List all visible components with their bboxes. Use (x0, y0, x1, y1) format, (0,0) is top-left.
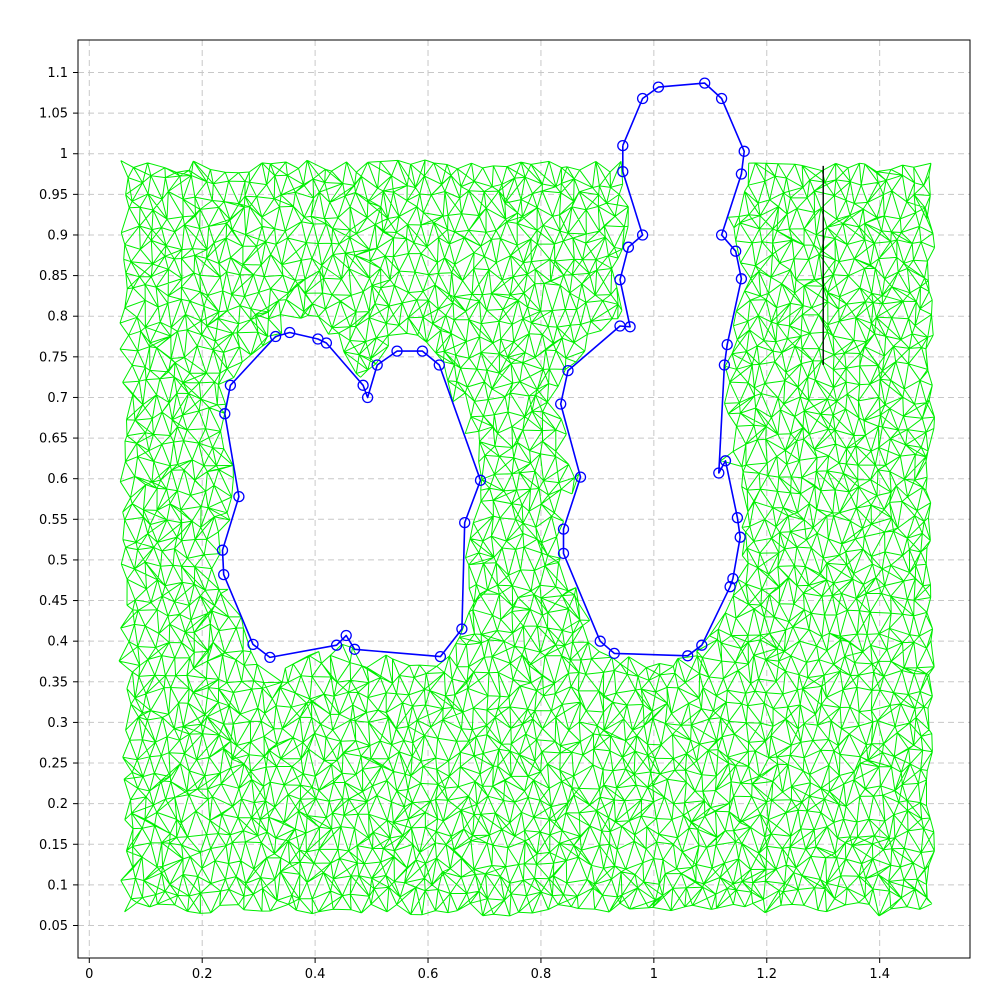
boundary-point (348, 643, 361, 655)
y-tick-label: 0.75 (39, 350, 68, 365)
boundary-point (614, 274, 626, 286)
y-tick-label: 0.8 (47, 310, 68, 325)
boundary-point (715, 92, 728, 105)
boundary-point (340, 629, 352, 642)
y-tick-label: 0.85 (39, 269, 68, 284)
y-tick-label: 0.9 (47, 228, 68, 243)
y-tick-label: 1.05 (39, 107, 68, 122)
y-tick-label: 1 (60, 147, 68, 162)
triangle-mesh (118, 159, 936, 917)
boundary-point (727, 572, 739, 585)
mesh-edges (118, 159, 936, 917)
boundary-point (219, 408, 231, 420)
boundary-point (699, 77, 711, 89)
boundary-point (269, 330, 282, 343)
boundary-point (624, 321, 636, 333)
y-tick-label: 0.25 (39, 757, 68, 772)
x-tick-label: 0.4 (305, 967, 326, 982)
boundary-point (433, 359, 445, 371)
boundary-point (622, 241, 635, 253)
boundary-point (233, 490, 245, 503)
boundary-point (574, 471, 587, 483)
boundary-point (562, 364, 574, 377)
boundary-point (555, 398, 567, 410)
x-axis-ticks: 0 0.2 0.4 0.6 0.8 1 1.2 1.4 (85, 958, 890, 982)
boundary-point (320, 337, 333, 349)
y-tick-label: 0.55 (39, 513, 68, 528)
y-tick-label: 1.1 (47, 66, 68, 81)
boundary-point (264, 651, 276, 664)
y-axis-ticks: 0.05 0.1 0.15 0.2 0.25 0.3 0.35 0.4 0.45 0.5 0.55 0… (39, 66, 78, 934)
x-tick-label: 0 (85, 967, 93, 982)
y-tick-label: 0.65 (39, 432, 68, 447)
boundary-point (216, 544, 229, 556)
boundary-point (608, 647, 620, 660)
boundary-series (216, 326, 487, 664)
boundary-point (459, 516, 471, 529)
y-tick-label: 0.6 (47, 472, 68, 487)
boundary-point (652, 81, 665, 93)
boundary-point (731, 512, 744, 524)
boundary-point (434, 650, 447, 663)
boundary-point (617, 165, 629, 178)
y-tick-label: 0.1 (47, 878, 68, 893)
boundary-point (474, 474, 487, 486)
x-tick-label: 1 (650, 967, 658, 982)
boundary-point (713, 467, 725, 479)
x-tick-label: 0.6 (418, 967, 439, 982)
boundary-point (724, 581, 736, 593)
boundary-point (371, 359, 383, 371)
hole-boundaries (216, 77, 750, 664)
boundary-point (636, 92, 649, 105)
boundary-point (696, 639, 708, 651)
boundary-point (730, 245, 742, 257)
x-tick-label: 0.8 (531, 967, 552, 982)
y-tick-label: 0.15 (39, 838, 68, 853)
y-tick-label: 0.35 (39, 675, 68, 690)
boundary-point (594, 635, 606, 647)
boundary-point (224, 379, 237, 391)
y-tick-label: 0.45 (39, 594, 68, 609)
y-tick-label: 0.4 (47, 635, 68, 650)
y-tick-label: 0.05 (39, 919, 68, 934)
boundary-point (361, 391, 374, 404)
boundary-point (735, 273, 748, 285)
y-tick-label: 0.2 (47, 797, 68, 812)
boundary-point (557, 523, 570, 535)
boundary-point (715, 229, 728, 241)
x-tick-label: 0.2 (192, 967, 213, 982)
x-tick-label: 1.4 (869, 967, 890, 982)
boundary-point (557, 547, 570, 560)
boundary-series (555, 77, 750, 662)
boundary-point (721, 338, 733, 351)
boundary-point (719, 455, 732, 467)
boundary-point (734, 531, 746, 543)
boundary-point (391, 345, 403, 357)
boundary-point (284, 326, 296, 339)
boundary-point (357, 379, 369, 391)
boundary-point (735, 168, 748, 180)
y-tick-label: 0.95 (39, 188, 68, 203)
boundary-point (636, 229, 649, 241)
boundary-line (221, 331, 482, 659)
boundary-point (330, 639, 343, 651)
y-tick-label: 0.3 (47, 716, 68, 731)
boundary-point (218, 568, 230, 581)
boundary-point (247, 638, 259, 651)
y-tick-label: 0.7 (47, 391, 68, 406)
boundary-point (617, 139, 629, 152)
axes-frame (77, 39, 971, 959)
y-tick-label: 0.5 (47, 553, 68, 568)
boundary-point (738, 145, 750, 157)
x-tick-label: 1.2 (756, 967, 777, 982)
boundary-point (682, 650, 694, 662)
boundary-point (416, 345, 429, 357)
boundary-point (718, 359, 731, 371)
boundary-point (456, 623, 468, 635)
